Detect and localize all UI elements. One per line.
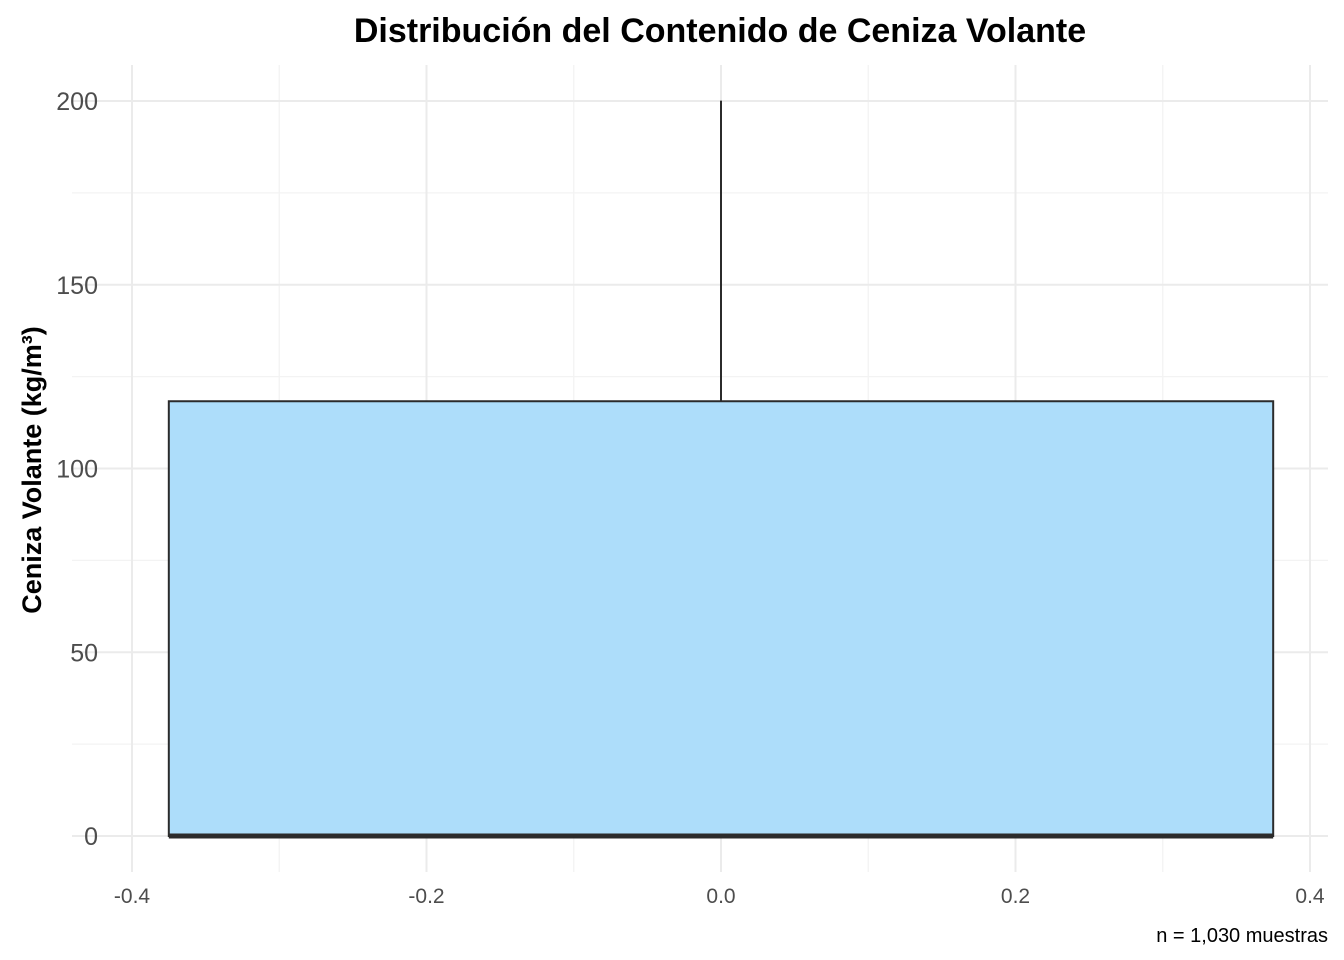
y-tick-label: 200: [56, 88, 98, 116]
x-tick-label: -0.4: [114, 885, 151, 908]
y-tick-label: 50: [70, 639, 98, 667]
x-axis-ticks: -0.4 -0.2 0.0 0.2 0.4: [114, 885, 1325, 908]
x-tick-label: 0.2: [1001, 885, 1030, 908]
x-tick-label: 0.0: [706, 885, 735, 908]
chart-title: Distribución del Contenido de Ceniza Vol…: [354, 12, 1086, 50]
x-tick-label: 0.4: [1295, 885, 1325, 908]
y-tick-label: 100: [56, 456, 98, 484]
y-tick-label: 150: [56, 272, 98, 300]
y-axis-label: Ceniza Volante (kg/m³): [17, 326, 47, 614]
y-tick-label: 0: [84, 823, 98, 851]
boxplot: [167, 100, 1275, 839]
caption: n = 1,030 muestras: [1156, 925, 1328, 947]
x-tick-label: -0.2: [408, 885, 444, 908]
y-axis-ticks: 0 50 100 150 200: [56, 88, 98, 851]
box-iqr: [167, 400, 1275, 837]
